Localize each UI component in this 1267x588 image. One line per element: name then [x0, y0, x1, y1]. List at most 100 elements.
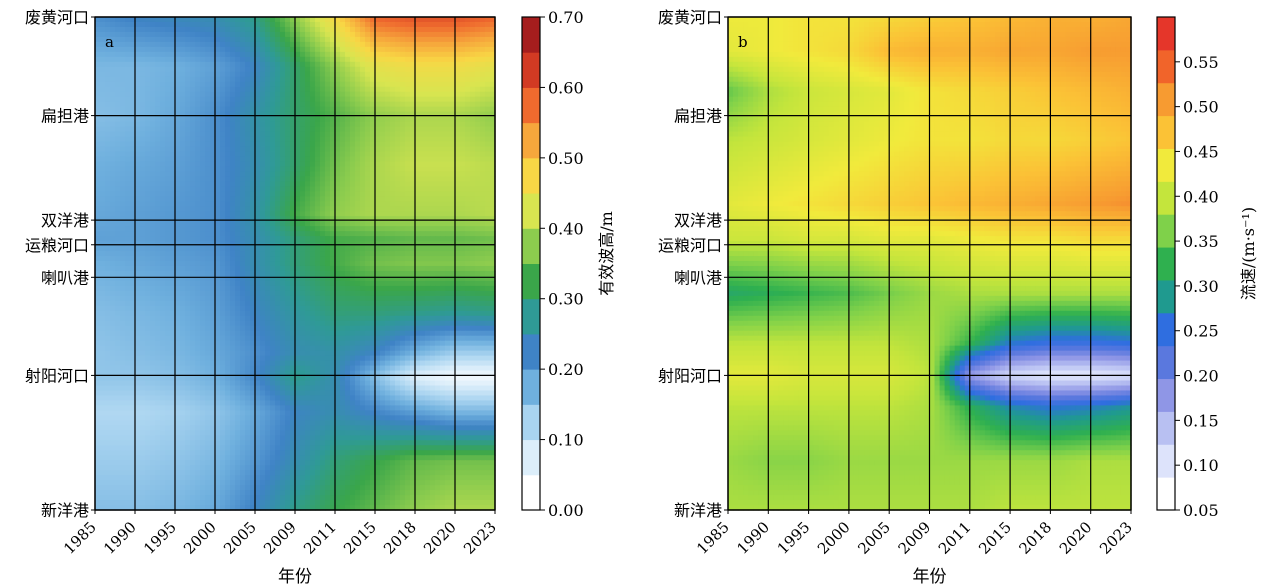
heat-cell [135, 226, 141, 232]
heat-cell [215, 41, 221, 48]
heat-cell [105, 161, 111, 167]
heat-cell [310, 61, 316, 68]
heat-cell [250, 41, 256, 48]
heat-cell [300, 96, 306, 103]
heat-cell [340, 76, 346, 83]
heat-cell [210, 17, 216, 23]
heat-cell [405, 295, 411, 302]
heat-cell [425, 81, 431, 88]
heat-cell [395, 151, 401, 158]
heat-cell [190, 91, 196, 98]
heat-cell [200, 146, 206, 153]
heat-cell [455, 196, 461, 202]
heat-cell [485, 126, 491, 133]
heat-cell [195, 251, 201, 257]
heat-cell [215, 131, 221, 138]
heat-cell [250, 236, 256, 242]
heat-cell [240, 191, 246, 197]
heat-cell [370, 116, 376, 123]
heat-cell [285, 17, 291, 23]
heat-cell [485, 216, 491, 222]
heat-cell [210, 111, 216, 118]
heat-cell [280, 196, 286, 202]
heat-cell [220, 171, 226, 177]
heat-cell [240, 76, 246, 83]
heat-cell [135, 171, 141, 177]
heat-cell [160, 241, 166, 247]
heat-cell [130, 126, 136, 133]
heat-cell [250, 176, 256, 182]
heat-cell [405, 211, 411, 217]
heat-cell [330, 171, 336, 177]
heat-cell [260, 121, 266, 128]
heat-cell [190, 51, 196, 58]
heat-cell [305, 56, 311, 63]
heat-cell [335, 191, 341, 197]
heat-cell [170, 91, 176, 98]
heat-cell [465, 51, 471, 58]
heat-cell [425, 176, 431, 182]
heat-cell [380, 236, 386, 242]
heat-cell [480, 71, 486, 78]
heat-cell [275, 31, 281, 38]
heat-cell [155, 86, 161, 93]
heat-cell [220, 156, 226, 163]
heat-cell [190, 320, 196, 327]
heat-cell [470, 141, 476, 148]
heat-cell [145, 56, 151, 63]
heat-cell [225, 106, 231, 113]
heat-cell [130, 71, 136, 78]
heat-cell [405, 121, 411, 128]
heat-cell [165, 96, 171, 103]
heat-cell [160, 196, 166, 202]
heat-cell [130, 131, 136, 138]
heat-cell [475, 106, 481, 113]
heat-cell [450, 36, 456, 43]
heat-cell [400, 111, 406, 118]
heat-cell [330, 270, 336, 277]
heat-cell [420, 111, 426, 118]
heat-cell [145, 141, 151, 148]
heat-cell [480, 226, 486, 232]
heat-cell [345, 201, 351, 207]
heat-cell [465, 265, 471, 272]
heat-cell [405, 191, 411, 197]
heat-cell [120, 251, 126, 257]
heat-cell [105, 285, 111, 292]
heat-cell [235, 300, 241, 307]
heat-cell [205, 201, 211, 207]
heat-cell [95, 211, 101, 217]
heat-cell [270, 146, 276, 153]
heat-cell [270, 325, 276, 332]
heat-cell [435, 71, 441, 78]
heat-cell [485, 17, 491, 23]
heat-cell [130, 221, 136, 227]
heat-cell [375, 36, 381, 43]
heat-cell [390, 51, 396, 58]
heat-cell [340, 285, 346, 292]
heat-cell [170, 161, 176, 167]
heat-cell [425, 236, 431, 242]
heat-cell [465, 295, 471, 302]
heat-cell [310, 191, 316, 197]
heat-cell [385, 46, 391, 53]
heat-cell [370, 290, 376, 297]
heat-cell [420, 221, 426, 227]
heat-cell [440, 211, 446, 217]
heat-cell [155, 91, 161, 98]
heat-cell [225, 31, 231, 38]
heat-cell [395, 290, 401, 297]
heat-cell [230, 96, 236, 103]
heat-cell [155, 221, 161, 227]
heat-cell [395, 201, 401, 207]
heat-cell [375, 151, 381, 158]
heat-cell [450, 21, 456, 28]
heat-cell [310, 106, 316, 113]
heat-cell [160, 191, 166, 197]
heat-cell [130, 141, 136, 148]
heat-cell [260, 161, 266, 167]
heat-cell [290, 181, 296, 187]
heat-cell [385, 320, 391, 327]
heat-cell [320, 46, 326, 53]
heat-cell [395, 231, 401, 237]
